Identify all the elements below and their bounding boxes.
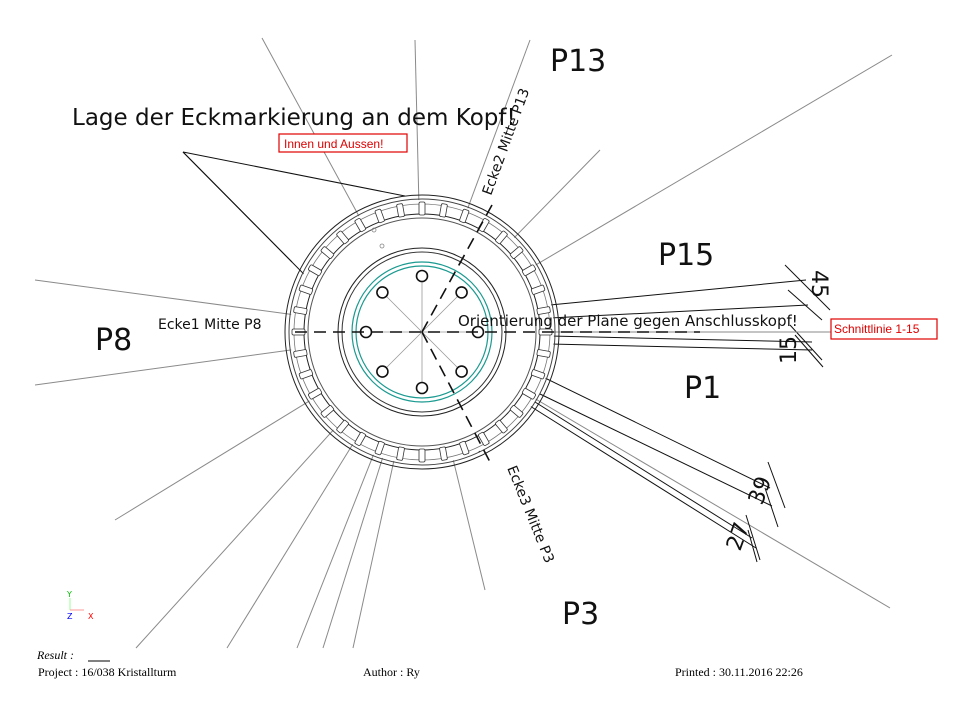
ring-slot — [354, 218, 366, 233]
label-p8: P8 — [95, 323, 132, 358]
ring-slot — [336, 419, 349, 434]
ring-slot — [308, 388, 323, 400]
red-note: Innen und Aussen! — [284, 137, 383, 151]
project-label: Project : 16/038 Kristallturm — [38, 665, 177, 679]
result-label: Result : — [36, 648, 74, 662]
bolt-hole — [415, 381, 429, 395]
label-p3: P3 — [562, 597, 599, 632]
ring-circle — [307, 217, 537, 447]
author-label: Author : Ry — [363, 665, 420, 679]
ring-slot — [509, 246, 524, 259]
ring-slot — [354, 431, 366, 446]
ring-slot — [336, 230, 349, 245]
ring-slot — [521, 264, 536, 276]
ring-slot — [459, 440, 470, 456]
eck-marker-title: Lage der Eckmarkierung an dem Kopf! — [72, 105, 516, 131]
dimension-15: 15 — [777, 336, 802, 364]
ring-slot — [293, 306, 308, 315]
bolt-hole — [376, 365, 389, 378]
label-p13: P13 — [550, 44, 606, 79]
ring-slot — [478, 431, 490, 446]
ring-slot — [320, 405, 335, 418]
ring-slot — [374, 440, 385, 456]
ring-slot — [308, 264, 323, 276]
ring-slot — [396, 203, 405, 218]
ring-slot — [521, 388, 536, 400]
ring-slot — [459, 208, 470, 224]
printed-label: Printed : 30.11.2016 22:26 — [675, 665, 803, 679]
center-axes — [295, 204, 700, 463]
axis-y-label: Y — [66, 590, 72, 599]
ring-slot — [530, 284, 546, 295]
ring-slot — [509, 405, 524, 418]
ring-slot — [418, 448, 426, 463]
ring-slot — [374, 208, 385, 224]
label-p15: P15 — [658, 238, 714, 273]
ring-slot — [439, 446, 448, 461]
dimension-27: 27 — [722, 519, 755, 554]
bolt-hole — [415, 269, 429, 283]
label-p1: P1 — [684, 371, 721, 406]
ring-slot — [536, 306, 551, 315]
orientation-note: Orientierung der Plane gegen Anschlussko… — [458, 312, 798, 330]
corner3-label: Ecke3 Mitte P3 — [503, 464, 557, 566]
section-label-box — [830, 318, 938, 340]
ring-slot — [536, 349, 551, 358]
section-label: Schnittlinie 1-15 — [834, 322, 920, 336]
ring-slot — [418, 201, 426, 216]
ring-slot — [293, 349, 308, 358]
dimension-45: 45 — [806, 270, 831, 298]
ring-slot — [396, 446, 405, 461]
bolt-hole — [455, 365, 468, 378]
corner1-label: Ecke1 Mitte P8 — [158, 317, 261, 333]
bolt-hole — [376, 286, 389, 299]
red-note-box — [278, 133, 408, 153]
ring-slot — [298, 369, 314, 380]
bolt-hole — [455, 286, 468, 299]
ring-slot — [495, 419, 508, 434]
ring-slot — [495, 230, 508, 245]
ring-slot — [530, 369, 546, 380]
dimension-39: 39 — [744, 473, 777, 508]
ring-circle — [284, 194, 560, 470]
axis-z-label: Z — [67, 612, 73, 621]
axis-indicator: Y Z X — [66, 590, 94, 621]
ring-slot — [298, 284, 314, 295]
ring-slot — [439, 203, 448, 218]
ring-slot — [320, 246, 335, 259]
axis-x-label: X — [88, 612, 94, 621]
ring-circle — [288, 198, 556, 466]
